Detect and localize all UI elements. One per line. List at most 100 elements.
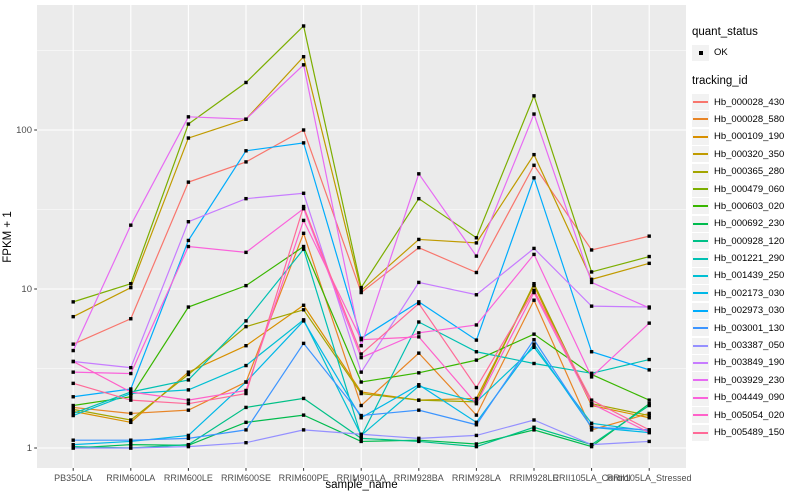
- y-axis-title: FPKM + 1: [2, 211, 14, 263]
- data-point: [71, 411, 75, 416]
- data-point: [474, 358, 479, 362]
- data-point: [532, 337, 536, 342]
- data-point: [532, 418, 536, 422]
- data-point: [244, 117, 248, 121]
- data-point: [301, 63, 306, 67]
- legend-item-Hb_000320_350: Hb_000320_350: [692, 146, 800, 163]
- data-point: [417, 436, 421, 441]
- data-point: [301, 244, 306, 249]
- legend-item-label: OK: [714, 47, 728, 59]
- data-point: [417, 335, 421, 339]
- series-key-icon: [692, 354, 709, 371]
- y-tick-label: 100: [16, 125, 32, 136]
- data-point: [244, 388, 248, 393]
- x-tick-label: RRII105LA_Control: [553, 473, 631, 483]
- legend-item-label: Hb_000365_280: [714, 166, 785, 178]
- data-point: [589, 444, 594, 449]
- data-point: [301, 247, 306, 251]
- legend-item-Hb_001221_290: Hb_001221_290: [692, 250, 800, 267]
- data-point: [532, 152, 536, 157]
- data-point: [417, 371, 421, 375]
- data-point: [244, 440, 248, 445]
- data-point: [647, 403, 651, 408]
- series-key-icon: [692, 337, 709, 354]
- legend-item-Hb_002973_030: Hb_002973_030: [692, 302, 800, 319]
- series-key-icon: [692, 233, 709, 250]
- data-point: [474, 423, 479, 427]
- data-point: [186, 220, 191, 224]
- data-point: [589, 425, 594, 429]
- data-point: [532, 332, 536, 336]
- data-point: [186, 180, 191, 184]
- data-point: [647, 430, 651, 435]
- data-point: [301, 396, 306, 401]
- x-tick-label: RRIM928LE: [509, 473, 558, 483]
- legend-item-label: Hb_003387_050: [714, 340, 785, 352]
- legend-item-Hb_005054_020: Hb_005054_020: [692, 406, 800, 424]
- data-point: [244, 428, 248, 432]
- legend-item-label: Hb_002973_030: [714, 305, 785, 317]
- data-point: [532, 281, 536, 286]
- data-point: [647, 368, 651, 372]
- data-point: [474, 396, 479, 401]
- data-point: [129, 398, 133, 402]
- data-point: [532, 425, 536, 429]
- data-point: [474, 236, 479, 240]
- data-point: [474, 293, 479, 297]
- x-axis-title: sample_name: [325, 479, 398, 491]
- data-point: [417, 439, 421, 444]
- data-point: [647, 321, 651, 325]
- data-point: [474, 350, 479, 354]
- data-point: [359, 288, 363, 293]
- x-tick-label: RRIM600SE: [221, 473, 271, 483]
- data-point: [301, 141, 306, 145]
- data-point: [589, 350, 594, 354]
- data-point: [417, 351, 421, 355]
- data-point: [589, 270, 594, 274]
- data-point: [417, 301, 421, 306]
- data-point: [359, 355, 363, 360]
- data-point: [301, 319, 306, 323]
- data-point: [129, 395, 133, 399]
- data-point: [589, 371, 594, 375]
- data-point: [186, 115, 191, 119]
- data-point: [417, 172, 421, 176]
- data-point: [71, 395, 75, 399]
- data-point: [589, 304, 594, 308]
- y-tick-label: 10: [21, 284, 32, 295]
- data-point: [129, 442, 133, 447]
- legend-item-Hb_000028_430: Hb_000028_430: [692, 93, 800, 111]
- data-point: [71, 409, 75, 414]
- data-point: [359, 380, 363, 384]
- data-point: [359, 290, 363, 295]
- legend-title-tracking-id: tracking_id: [692, 75, 748, 88]
- data-point: [244, 196, 248, 201]
- data-point: [532, 361, 536, 366]
- data-point: [532, 342, 536, 346]
- data-point: [186, 122, 191, 126]
- data-point: [301, 206, 306, 211]
- data-point: [71, 442, 75, 447]
- data-point: [647, 416, 651, 420]
- data-point: [647, 306, 651, 310]
- legend-item-Hb_000109_190: Hb_000109_190: [692, 128, 800, 145]
- data-point: [359, 343, 363, 348]
- data-point: [129, 223, 133, 227]
- legend-item-label: Hb_001221_290: [714, 253, 785, 265]
- series-key-icon: [692, 250, 709, 267]
- data-point: [474, 400, 479, 404]
- data-point: [532, 283, 536, 288]
- legend-item-Hb_000928_120: Hb_000928_120: [692, 233, 800, 250]
- data-point: [359, 432, 363, 436]
- data-point: [647, 398, 651, 402]
- data-point: [301, 128, 306, 132]
- data-point: [589, 421, 594, 426]
- data-point: [244, 405, 248, 410]
- data-point: [647, 428, 651, 432]
- legend-item-Hb_005489_150: Hb_005489_150: [692, 424, 800, 441]
- legend-item-label: Hb_003929_230: [714, 374, 785, 386]
- data-point: [301, 191, 306, 195]
- y-tick-label: 1: [27, 443, 32, 454]
- series-key-icon: [692, 146, 709, 163]
- data-point: [417, 408, 421, 412]
